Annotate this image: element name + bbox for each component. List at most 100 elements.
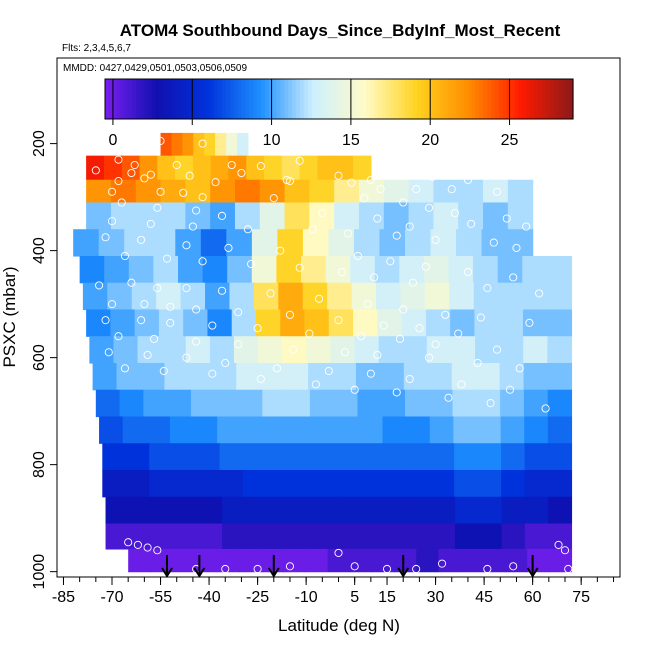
- heatmap-cell: [157, 155, 176, 181]
- sample-point: [130, 160, 139, 170]
- colorbar-segment: [459, 79, 465, 119]
- sample-point: [221, 358, 230, 368]
- sample-point: [159, 366, 168, 376]
- heatmap-cell: [524, 496, 549, 525]
- y-tick-label: 1000: [31, 554, 48, 590]
- sample-point: [318, 209, 327, 218]
- colorbar-segment: [218, 79, 223, 119]
- heatmap-cell: [335, 155, 354, 181]
- sample-point: [444, 393, 453, 402]
- heatmap-cell: [507, 202, 534, 230]
- sample-point: [192, 337, 201, 346]
- heatmap-cell: [188, 362, 213, 391]
- heatmap-cell: [92, 362, 118, 391]
- sample-point: [399, 198, 408, 207]
- colorbar-segment: [354, 79, 360, 119]
- heatmap-cell: [350, 255, 376, 284]
- sample-point: [208, 321, 217, 330]
- sample-point: [463, 175, 472, 185]
- heatmap-cell: [333, 389, 359, 418]
- sample-point: [473, 358, 482, 368]
- colorbar-segment: [475, 79, 480, 119]
- heatmap-cell: [152, 496, 177, 525]
- heatmap-cell: [175, 155, 194, 181]
- heatmap-cell: [266, 469, 291, 498]
- heatmap-cell: [334, 202, 360, 230]
- heatmap-cell: [104, 255, 130, 284]
- heatmap-cell: [194, 548, 218, 573]
- heatmap-cell: [239, 548, 262, 573]
- heatmap-cell: [299, 155, 319, 181]
- sample-point: [166, 302, 175, 311]
- heatmap-cell: [402, 336, 428, 364]
- heatmap-cell: [143, 389, 168, 418]
- colorbar-segment: [405, 79, 410, 119]
- sample-point: [311, 380, 320, 389]
- heatmap-cell: [401, 309, 427, 337]
- heatmap-cell: [107, 282, 133, 311]
- heatmap-cell: [125, 469, 150, 498]
- heatmap-cell: [258, 336, 283, 364]
- heatmap-cell: [304, 309, 330, 337]
- heatmap-cell: [317, 155, 336, 181]
- sample-point: [192, 206, 201, 215]
- sample-point: [101, 316, 110, 325]
- sample-point: [505, 385, 515, 394]
- colorbar-segment: [147, 79, 153, 119]
- heatmap-cell: [262, 389, 287, 418]
- heatmap-cell: [200, 229, 227, 257]
- heatmap-cell: [288, 416, 313, 444]
- colorbar-segment: [315, 79, 321, 119]
- colorbar-segment: [452, 79, 457, 119]
- colorbar-segment: [108, 79, 114, 119]
- sample-point: [211, 178, 220, 187]
- heatmap-cell: [407, 469, 432, 498]
- sample-point: [486, 399, 495, 408]
- heatmap-cell: [228, 155, 247, 181]
- colorbar-segment: [214, 79, 219, 119]
- chart-title: ATOM4 Southbound Days_Since_BdyInf_Most_…: [120, 21, 561, 40]
- colorbar-segment: [549, 79, 555, 119]
- heatmap-cell: [110, 202, 137, 230]
- x-tick-label: -70: [100, 589, 123, 606]
- heatmap-cell: [86, 155, 105, 181]
- colorbar-segment: [229, 79, 235, 119]
- sample-point: [437, 559, 447, 568]
- colorbar-segment: [467, 79, 473, 119]
- colorbar-segment: [393, 79, 399, 119]
- x-tick-label: -40: [198, 589, 221, 606]
- heatmap-cell: [507, 229, 534, 257]
- colorbar-segment: [342, 79, 348, 119]
- sample-point: [153, 284, 162, 293]
- heatmap-cell: [110, 309, 136, 337]
- colorbar-segment: [420, 79, 426, 119]
- heatmap-cell: [499, 336, 524, 364]
- colorbar-segment: [561, 79, 566, 119]
- heatmap-cell: [500, 389, 525, 418]
- sample-point: [512, 243, 521, 252]
- colorbar-segment: [140, 79, 145, 119]
- heatmap-cell: [501, 523, 526, 550]
- heatmap-cell: [284, 179, 310, 204]
- sample-point: [308, 225, 317, 234]
- sample-point: [315, 294, 324, 303]
- heatmap-cell: [524, 443, 549, 471]
- colorbar-segment: [385, 79, 391, 119]
- sample-point: [143, 350, 152, 360]
- colorbar-segment: [222, 79, 227, 119]
- heatmap-cell: [131, 282, 157, 311]
- sample-point: [366, 175, 375, 185]
- sample-point: [256, 374, 265, 384]
- heatmap-cell: [161, 336, 187, 364]
- flight-arrow-head: [193, 567, 206, 578]
- heatmap-cell: [160, 179, 186, 204]
- heatmap-cell: [454, 443, 479, 471]
- heatmap-cell: [259, 202, 286, 230]
- heatmap-cell: [498, 282, 524, 311]
- colorbar-segment: [264, 79, 270, 119]
- colorbar-segment: [167, 79, 172, 119]
- heatmap-cell: [149, 469, 174, 498]
- sample-point: [334, 316, 343, 325]
- colorbar-segment: [518, 79, 523, 119]
- heatmap-cell: [547, 336, 573, 364]
